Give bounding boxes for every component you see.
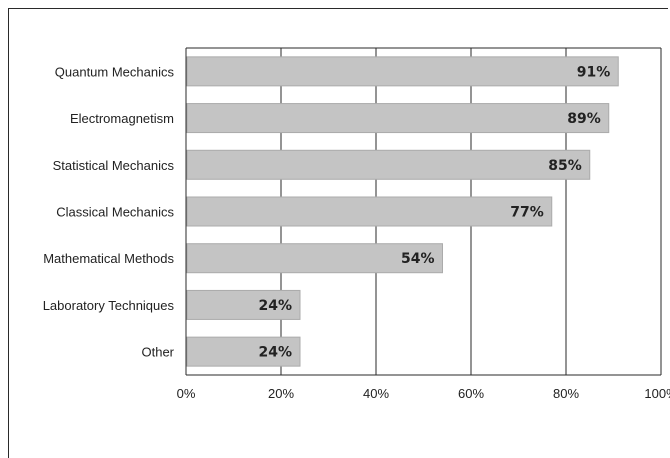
category-label: Quantum Mechanics (55, 64, 175, 79)
bar-classical-mechanics (186, 196, 553, 227)
category-label: Statistical Mechanics (53, 158, 175, 173)
category-label: Other (141, 345, 174, 360)
x-tick-label: 0% (177, 386, 196, 401)
category-label: Laboratory Techniques (43, 298, 175, 313)
bar-value-label: 54% (401, 251, 435, 267)
x-tick-label: 60% (458, 386, 484, 401)
category-label: Mathematical Methods (43, 251, 174, 266)
x-tick-label: 100% (644, 386, 670, 401)
bar-value-label: 24% (258, 345, 292, 361)
chart-frame (8, 8, 668, 458)
category-label: Electromagnetism (70, 111, 174, 126)
x-tick-label: 80% (553, 386, 579, 401)
bar-value-label: 24% (258, 298, 292, 314)
bar-quantum-mechanics (186, 56, 619, 87)
bar-value-label: 91% (577, 64, 611, 80)
bar-other (186, 336, 301, 367)
bar-laboratory-techniques (186, 289, 301, 320)
bar-value-label: 89% (567, 111, 601, 127)
bar-value-label: 85% (548, 158, 582, 174)
bar-mathematical-methods (186, 243, 443, 274)
category-label: Classical Mechanics (56, 205, 174, 220)
bar-electromagnetism (186, 103, 610, 134)
x-tick-label: 20% (268, 386, 294, 401)
bar-statistical-mechanics (186, 149, 591, 180)
bar-value-label: 77% (510, 205, 544, 221)
x-tick-label: 40% (363, 386, 389, 401)
